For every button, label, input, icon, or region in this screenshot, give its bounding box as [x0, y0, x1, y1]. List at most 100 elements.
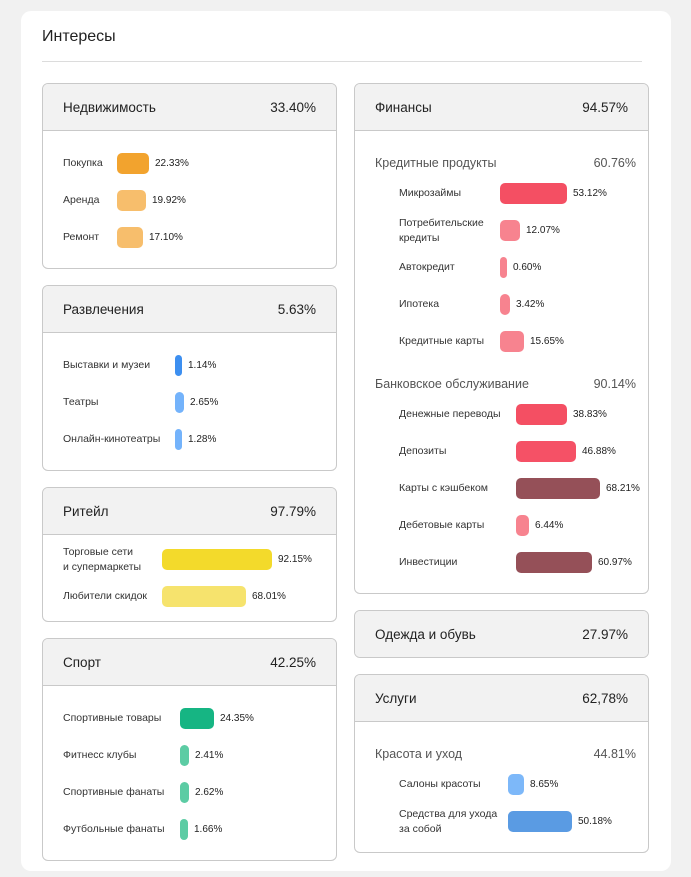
bar-value: 68.21%: [606, 483, 640, 494]
card-total: 27.97%: [582, 626, 628, 642]
card-header[interactable]: Ритейл 97.79%: [43, 488, 336, 535]
bar-value: 17.10%: [149, 232, 183, 243]
card-header[interactable]: Одежда и обувь 27.97%: [355, 611, 648, 657]
bar-label: Микрозаймы: [399, 187, 462, 199]
bar-label: Инвестиции: [399, 556, 458, 568]
interest-card: Услуги 62,78% Красота и уход 44.81% Салоны к…: [354, 674, 649, 853]
card-body: Торговые сети и супермаркеты 92.15% Любите…: [43, 535, 336, 621]
card-total: 42.25%: [270, 654, 316, 670]
interest-card: Ритейл 97.79% Торговые сети и супермаркеты…: [42, 487, 337, 622]
bar-row: Инвестиции 60.97%: [355, 544, 648, 581]
card-header[interactable]: Спорт 42.25%: [43, 639, 336, 686]
card-total: 33.40%: [270, 99, 316, 115]
bar-row: Микрозаймы 53.12%: [355, 175, 648, 212]
card-title: Ритейл: [63, 503, 109, 519]
page-title: Интересы: [42, 28, 116, 45]
bar-row: Покупка 22.33%: [43, 145, 336, 182]
bar-fill: [175, 429, 182, 450]
bar-fill: [516, 552, 592, 573]
bar-fill: [516, 404, 567, 425]
card-total: 94.57%: [582, 99, 628, 115]
card-total: 5.63%: [277, 301, 316, 317]
bar-value: 1.66%: [194, 824, 223, 835]
subcategory-header[interactable]: Кредитные продукты 60.76%: [355, 151, 648, 175]
card-header[interactable]: Развлечения 5.63%: [43, 286, 336, 333]
card-total: 62,78%: [582, 690, 628, 706]
bar-value: 22.33%: [155, 158, 189, 169]
bar-row: Фитнесс клубы 2.41%: [43, 737, 336, 774]
bar-row: Футбольные фанаты 1.66%: [43, 811, 336, 848]
bar-value: 2.41%: [195, 750, 224, 761]
bar-row: Спортивные товары 24.35%: [43, 700, 336, 737]
card-body: Красота и уход 44.81% Салоны красоты 8.65% С…: [355, 722, 648, 852]
bar-label: Карты с кэшбеком: [399, 482, 489, 494]
bar-fill: [500, 257, 507, 278]
bar-fill: [508, 774, 524, 795]
bar-fill: [117, 190, 146, 211]
card-body: Покупка 22.33% Аренда 19.92% Ремонт 17.10%: [43, 131, 336, 268]
bar-label: Средства для ухода за собой: [399, 807, 498, 835]
bar-value: 3.42%: [516, 299, 545, 310]
right-column: Финансы 94.57% Кредитные продукты 60.76% Мик…: [354, 83, 649, 869]
bar-value: 53.12%: [573, 188, 607, 199]
bar-fill: [117, 227, 143, 248]
subcategory-title: Красота и уход: [375, 747, 463, 761]
bar-row: Средства для ухода за собой 50.18%: [355, 803, 648, 840]
card-header[interactable]: Финансы 94.57%: [355, 84, 648, 131]
bar-label: Депозиты: [399, 445, 447, 457]
subcategory-title: Кредитные продукты: [375, 156, 497, 170]
bar-fill: [180, 819, 188, 840]
bar-label: Онлайн-кинотеатры: [63, 433, 161, 445]
card-header[interactable]: Услуги 62,78%: [355, 675, 648, 722]
bar-value: 0.60%: [513, 262, 542, 273]
bar-label: Автокредит: [399, 261, 455, 273]
bar-label: Спортивные товары: [63, 712, 162, 724]
card-body: Выставки и музеи 1.14% Театры 2.65% Онлайн-к…: [43, 333, 336, 470]
bar-row: Аренда 19.92%: [43, 182, 336, 219]
bar-fill: [180, 782, 189, 803]
subcategory-title: Банковское обслуживание: [375, 377, 529, 391]
bar-row: Денежные переводы 38.83%: [355, 396, 648, 433]
card-title: Услуги: [375, 690, 417, 706]
bar-fill: [162, 549, 272, 570]
bar-row: Потребительские кредиты 12.07%: [355, 212, 648, 249]
card-body: Кредитные продукты 60.76% Микрозаймы 53.12%…: [355, 131, 648, 593]
card-title: Недвижимость: [63, 99, 156, 115]
bar-label: Торговые сети и супермаркеты: [63, 545, 142, 573]
bar-value: 2.65%: [190, 397, 219, 408]
subcategory-total: 90.14%: [593, 377, 636, 391]
left-column: Недвижимость 33.40% Покупка 22.33% Аренда 19.…: [42, 83, 337, 877]
bar-label: Покупка: [63, 157, 103, 169]
bar-value: 46.88%: [582, 446, 616, 457]
bar-row: Салоны красоты 8.65%: [355, 766, 648, 803]
card-title: Спорт: [63, 654, 101, 670]
bar-row: Торговые сети и супермаркеты 92.15%: [43, 541, 336, 578]
bar-fill: [175, 392, 184, 413]
bar-label: Футбольные фанаты: [63, 823, 165, 835]
bar-fill: [516, 441, 576, 462]
bar-fill: [500, 183, 567, 204]
subcategory-header[interactable]: Красота и уход 44.81%: [355, 742, 648, 766]
card-header[interactable]: Недвижимость 33.40%: [43, 84, 336, 131]
bar-fill: [516, 478, 600, 499]
bar-row: Театры 2.65%: [43, 384, 336, 421]
bar-row: Любители скидок 68.01%: [43, 578, 336, 615]
bar-value: 6.44%: [535, 520, 564, 531]
bar-row: Дебетовые карты 6.44%: [355, 507, 648, 544]
bar-label: Потребительские кредиты: [399, 216, 484, 244]
bar-value: 60.97%: [598, 557, 632, 568]
bar-row: Ремонт 17.10%: [43, 219, 336, 256]
interest-card: Развлечения 5.63% Выставки и музеи 1.14% Теа…: [42, 285, 337, 471]
subcategory-header[interactable]: Банковское обслуживание 90.14%: [355, 372, 648, 396]
bar-row: Депозиты 46.88%: [355, 433, 648, 470]
bar-value: 2.62%: [195, 787, 224, 798]
bar-label: Кредитные карты: [399, 335, 485, 347]
interest-card: Недвижимость 33.40% Покупка 22.33% Аренда 19.…: [42, 83, 337, 269]
bar-value: 50.18%: [578, 816, 612, 827]
bar-row: Онлайн-кинотеатры 1.28%: [43, 421, 336, 458]
bar-value: 8.65%: [530, 779, 559, 790]
bar-label: Выставки и музеи: [63, 359, 151, 371]
bar-label: Любители скидок: [63, 590, 148, 602]
bar-row: Выставки и музеи 1.14%: [43, 347, 336, 384]
bar-label: Салоны красоты: [399, 778, 481, 790]
